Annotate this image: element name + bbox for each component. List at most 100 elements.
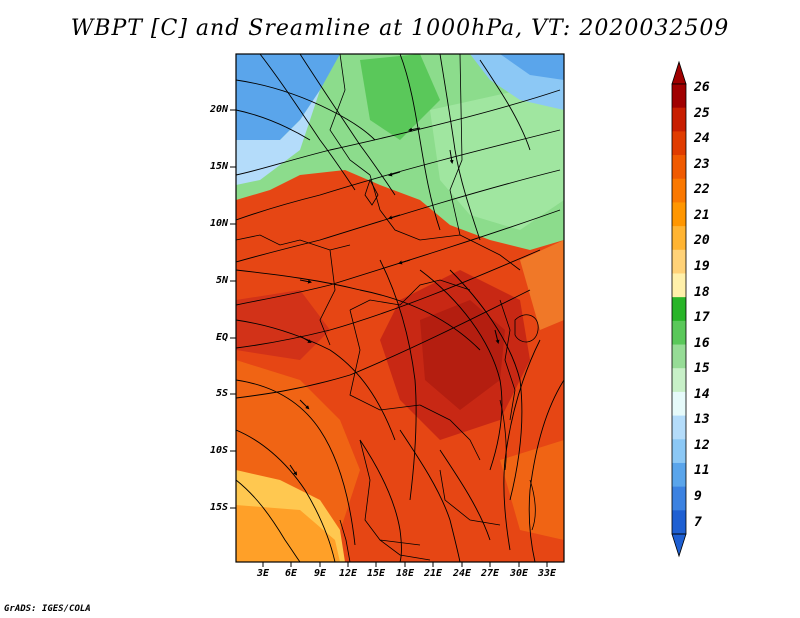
streamline xyxy=(236,289,531,399)
field-southwest-orange xyxy=(236,505,340,562)
colorbar-swatch xyxy=(672,462,686,488)
colorbar-label: 21 xyxy=(694,208,710,223)
colorbar-label: 24 xyxy=(694,131,710,146)
field-blue-light xyxy=(236,90,320,185)
y-label-10s: 10S xyxy=(209,445,228,456)
colorbar-swatch xyxy=(672,249,686,274)
streamline-arrow xyxy=(388,214,401,220)
streamline xyxy=(236,479,301,562)
x-label-6e: 6E xyxy=(284,568,298,579)
colorbar-label: 15 xyxy=(694,361,710,376)
x-label-15e: 15E xyxy=(366,568,386,579)
colorbar-label: 14 xyxy=(694,387,710,402)
colorbar-label: 25 xyxy=(694,106,710,121)
boundary xyxy=(359,439,421,546)
colorbar-swatch xyxy=(672,344,686,369)
streamline xyxy=(236,169,561,263)
lake-tanganyika xyxy=(499,399,507,471)
colorbar-frame xyxy=(671,83,687,535)
colorbar-swatch xyxy=(672,84,686,109)
streamline-arrows xyxy=(289,127,500,476)
colorbar-swatch xyxy=(672,320,686,345)
streamline xyxy=(236,319,396,441)
colorbar-swatch xyxy=(672,131,686,156)
field-inner-core xyxy=(420,300,505,410)
colorbar-swatch xyxy=(672,391,686,416)
colorbar-label: 19 xyxy=(694,259,710,274)
streamline xyxy=(359,439,402,562)
colorbar-label: 23 xyxy=(694,157,710,172)
y-label-eq: EQ xyxy=(215,332,228,343)
streamlines xyxy=(236,54,564,562)
colorbar-label: 13 xyxy=(694,412,710,427)
y-label-5s: 5S xyxy=(215,388,228,399)
boundary xyxy=(499,299,516,421)
field-east-orange xyxy=(520,240,564,330)
colorbar-swatch xyxy=(672,273,686,298)
streamline xyxy=(236,129,561,221)
x-label-3e: 3E xyxy=(256,568,270,579)
streamline xyxy=(236,429,336,562)
streamline xyxy=(299,54,396,196)
streamline-arrow xyxy=(289,464,298,476)
colorbar-label: 12 xyxy=(694,438,710,453)
y-label-5n: 5N xyxy=(215,275,228,286)
y-label-15n: 15N xyxy=(209,161,228,172)
streamline xyxy=(259,54,356,191)
map-title: WBPT [C] and Sreamline at 1000hPa, VT: 2… xyxy=(70,16,730,41)
x-label-27e: 27E xyxy=(480,568,500,579)
colorbar-label: 17 xyxy=(694,310,710,325)
streamline xyxy=(379,259,417,501)
x-label-21e: 21E xyxy=(423,568,443,579)
y-label-20n: 20N xyxy=(209,104,228,115)
colorbar-label: 18 xyxy=(694,285,710,300)
streamline xyxy=(439,54,481,241)
streamline xyxy=(236,249,541,349)
streamline-arrow xyxy=(398,259,411,265)
x-label-30e: 30E xyxy=(509,568,529,579)
y-label-15s: 15S xyxy=(209,502,228,513)
boundary xyxy=(349,279,471,311)
colorbar-swatch xyxy=(672,226,686,251)
field-southeast-orange xyxy=(500,440,564,540)
streamline xyxy=(399,429,461,562)
x-label-24e: 24E xyxy=(452,568,472,579)
boundary xyxy=(369,174,461,241)
streamline-arrow xyxy=(299,399,310,410)
streamline-arrow xyxy=(494,329,500,344)
streamline xyxy=(503,339,541,551)
wbpt-field xyxy=(236,54,564,562)
colorbar-swatch xyxy=(672,415,686,440)
colorbar-swatch xyxy=(672,155,686,180)
boundary xyxy=(349,309,421,411)
y-label-10n: 10N xyxy=(209,218,228,229)
streamline xyxy=(439,449,491,541)
streamline xyxy=(236,379,356,546)
streamline-arrow xyxy=(299,279,312,284)
streamline-arrow xyxy=(408,127,421,132)
field-green-light xyxy=(430,90,564,230)
colorbar-swatch xyxy=(672,510,686,535)
colorbar-swatch xyxy=(672,486,686,511)
colorbar-swatch xyxy=(672,439,686,464)
colorbar-swatch xyxy=(672,107,686,132)
boundary xyxy=(379,539,431,561)
streamline-arrow xyxy=(388,171,401,177)
colorbar-label: 16 xyxy=(694,336,710,351)
colorbar-label: 11 xyxy=(694,463,710,478)
colorbar-label: 22 xyxy=(694,182,710,197)
streamline xyxy=(479,59,531,151)
boundary xyxy=(449,54,521,271)
streamline xyxy=(236,89,561,176)
colorbar-top-arrow xyxy=(671,60,687,85)
x-label-33e: 33E xyxy=(537,568,557,579)
boundary xyxy=(329,54,371,176)
streamline xyxy=(236,109,311,141)
colorbar-label: 26 xyxy=(694,80,710,95)
streamline-arrow xyxy=(299,335,312,344)
lake xyxy=(364,178,379,206)
map-frame xyxy=(235,53,565,563)
streamline xyxy=(449,269,523,501)
x-label-9e: 9E xyxy=(313,568,327,579)
